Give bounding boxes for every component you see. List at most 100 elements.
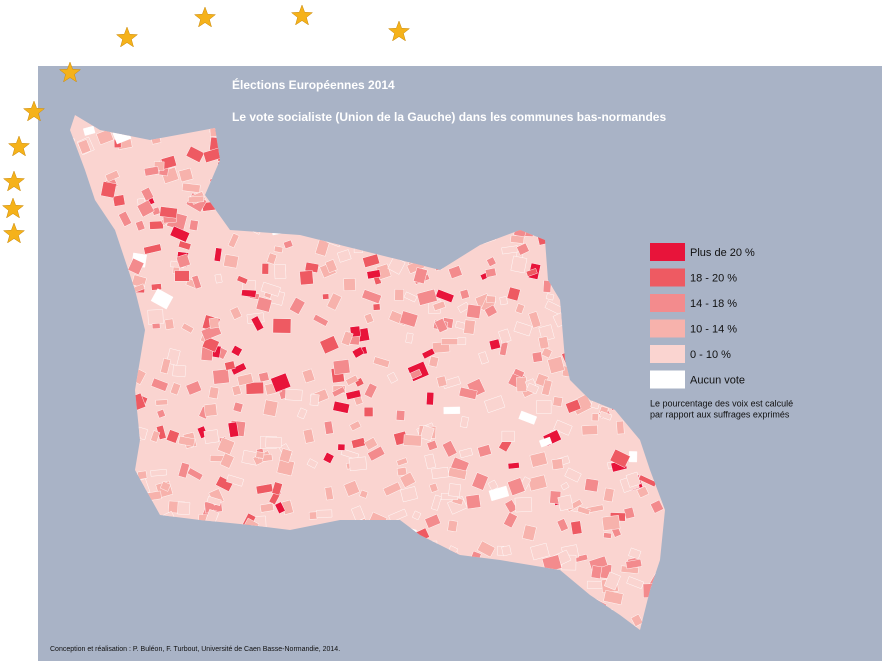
legend-note: par rapport aux suffrages exprimés bbox=[650, 409, 790, 419]
commune bbox=[169, 382, 182, 396]
star bbox=[115, 26, 139, 48]
commune bbox=[518, 410, 538, 425]
commune bbox=[424, 513, 441, 529]
commune bbox=[308, 511, 318, 520]
commune bbox=[590, 565, 603, 579]
commune bbox=[155, 399, 168, 406]
commune bbox=[208, 386, 220, 400]
legend-label: Aucun vote bbox=[690, 374, 745, 386]
commune bbox=[255, 483, 274, 495]
commune bbox=[217, 437, 236, 456]
commune bbox=[345, 374, 359, 386]
commune bbox=[348, 456, 368, 472]
commune bbox=[200, 323, 222, 341]
commune bbox=[363, 437, 378, 451]
commune bbox=[283, 239, 294, 250]
commune bbox=[463, 319, 476, 335]
commune bbox=[151, 323, 161, 330]
commune bbox=[245, 381, 264, 395]
legend-label: 10 - 14 % bbox=[690, 323, 737, 335]
commune bbox=[208, 317, 220, 329]
commune bbox=[201, 336, 220, 353]
star bbox=[193, 6, 217, 28]
commune bbox=[178, 435, 196, 447]
commune bbox=[372, 356, 391, 368]
commune bbox=[513, 321, 533, 337]
commune bbox=[151, 283, 162, 291]
commune bbox=[127, 257, 145, 276]
commune bbox=[322, 451, 335, 464]
commune bbox=[419, 425, 435, 442]
commune bbox=[332, 400, 350, 414]
commune bbox=[394, 288, 404, 301]
commune bbox=[159, 206, 178, 219]
commune bbox=[150, 377, 169, 392]
commune bbox=[560, 482, 570, 491]
commune bbox=[601, 515, 621, 531]
commune bbox=[214, 273, 223, 284]
commune bbox=[284, 388, 303, 402]
commune bbox=[212, 368, 230, 385]
commune bbox=[322, 293, 330, 300]
commune bbox=[172, 364, 187, 378]
commune bbox=[426, 391, 435, 406]
commune bbox=[255, 451, 265, 459]
commune bbox=[343, 278, 356, 292]
commune bbox=[206, 495, 222, 507]
commune bbox=[227, 421, 240, 438]
commune bbox=[388, 508, 408, 523]
commune bbox=[488, 485, 510, 502]
commune bbox=[443, 406, 461, 415]
commune bbox=[188, 219, 199, 231]
commune bbox=[169, 225, 191, 243]
commune bbox=[459, 447, 473, 459]
commune bbox=[203, 403, 218, 417]
commune bbox=[230, 362, 247, 376]
commune bbox=[337, 249, 352, 263]
commune bbox=[164, 318, 175, 330]
commune bbox=[435, 288, 455, 303]
commune bbox=[296, 407, 308, 420]
commune bbox=[478, 351, 489, 365]
star bbox=[387, 20, 411, 42]
commune bbox=[650, 499, 664, 514]
commune bbox=[525, 268, 538, 277]
commune bbox=[485, 295, 496, 304]
legend-swatch bbox=[650, 243, 685, 261]
commune bbox=[187, 195, 204, 203]
commune bbox=[363, 382, 378, 399]
commune bbox=[345, 389, 362, 401]
commune bbox=[416, 288, 438, 306]
commune bbox=[231, 384, 242, 396]
commune bbox=[150, 469, 167, 477]
commune bbox=[363, 407, 374, 417]
commune bbox=[556, 518, 569, 532]
commune bbox=[150, 430, 161, 443]
commune bbox=[266, 252, 278, 265]
commune bbox=[316, 509, 333, 518]
commune bbox=[516, 376, 528, 393]
commune bbox=[349, 420, 362, 432]
commune bbox=[603, 487, 615, 503]
commune bbox=[448, 265, 463, 279]
commune bbox=[591, 413, 599, 422]
commune bbox=[564, 467, 582, 483]
commune bbox=[457, 337, 467, 345]
commune bbox=[541, 347, 553, 359]
commune bbox=[324, 486, 334, 501]
commune bbox=[459, 416, 469, 429]
commune bbox=[625, 471, 642, 488]
commune bbox=[100, 181, 117, 199]
commune bbox=[538, 436, 553, 448]
commune bbox=[215, 475, 234, 492]
legend-swatch bbox=[650, 370, 685, 389]
commune bbox=[400, 486, 418, 503]
commune bbox=[255, 296, 273, 313]
commune bbox=[409, 368, 423, 380]
commune bbox=[584, 478, 600, 493]
commune bbox=[288, 297, 306, 315]
commune bbox=[542, 280, 552, 293]
commune bbox=[421, 347, 436, 360]
commune bbox=[486, 256, 497, 267]
commune bbox=[516, 242, 530, 256]
